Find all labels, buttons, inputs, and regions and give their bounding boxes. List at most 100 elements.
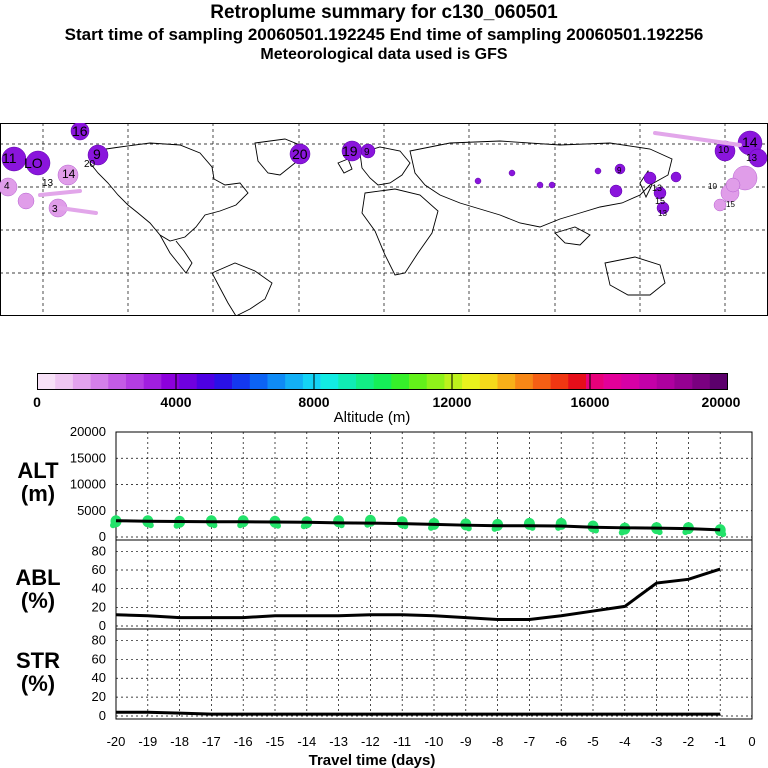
colorbar-cell: [709, 373, 728, 390]
y-tick-label: 20000: [70, 425, 106, 439]
plume-light-markers: [0, 164, 758, 218]
colorbar-cell: [232, 373, 251, 390]
x-tick-label: -10: [425, 734, 444, 749]
y-tick-label: 40: [92, 670, 106, 685]
altitude-marker-small: [618, 529, 625, 536]
x-tick-label: -16: [234, 734, 253, 749]
colorbar-cell: [603, 373, 622, 390]
altitude-marker-small: [147, 522, 154, 529]
altitude-marker-small: [300, 523, 307, 530]
svg-text:10: 10: [718, 145, 730, 156]
svg-text:9: 9: [364, 147, 370, 158]
plume-markers: [1, 123, 768, 215]
colorbar-ticks: [175, 373, 591, 390]
colorbar-cell: [108, 373, 127, 390]
colorbar-cell: [90, 373, 109, 390]
x-tick-label: -4: [619, 734, 631, 749]
colorbar-cell: [444, 373, 463, 390]
y-tick-label: 5000: [77, 503, 106, 518]
svg-text:LO: LO: [24, 155, 43, 171]
altitude-marker-small: [720, 531, 727, 538]
y-tick-label: 0: [99, 708, 106, 723]
colorbar-cell: [497, 373, 516, 390]
colorbar-cell: [267, 373, 286, 390]
plume-labels: 16 11 LO 9 20 14 13 3 4 20 19 9 9 15 14 …: [2, 123, 758, 218]
colorbar-cell: [302, 373, 321, 390]
alt-panel-unit: (m): [21, 481, 55, 506]
svg-text:13: 13: [658, 209, 667, 218]
svg-text:11: 11: [2, 150, 17, 166]
altitude-marker-small: [465, 525, 472, 532]
y-tick-label: 80: [92, 632, 106, 647]
colorbar-cell: [621, 373, 640, 390]
svg-text:20: 20: [292, 146, 308, 162]
series-line: [116, 710, 721, 716]
colorbar-tick-16000: 16000: [571, 394, 610, 410]
colorbar-cell: [479, 373, 498, 390]
y-tick-label: 60: [92, 562, 106, 577]
colorbar-cell: [214, 373, 233, 390]
svg-text:4: 4: [4, 181, 10, 192]
x-tick-label: -15: [266, 734, 285, 749]
colorbar-cell: [674, 373, 693, 390]
x-tick-label: -1: [714, 734, 726, 749]
abl-panel-label: ABL: [15, 565, 60, 590]
colorbar-cell: [143, 373, 162, 390]
colorbar-cell: [285, 373, 304, 390]
colorbar-cell: [692, 373, 711, 390]
plume-trails: [38, 131, 742, 215]
x-tick-label: -5: [587, 734, 599, 749]
svg-text:9: 9: [93, 146, 101, 162]
altitude-marker-small: [237, 522, 244, 529]
x-tick-label: -18: [170, 734, 189, 749]
x-tick-label: -9: [460, 734, 472, 749]
altitude-marker-small: [491, 525, 498, 532]
svg-text:14: 14: [62, 167, 76, 181]
altitude-marker-small: [656, 529, 663, 536]
x-tick-label: -19: [138, 734, 157, 749]
x-axis-title: Travel time (days): [309, 752, 436, 768]
altitude-marker-small: [593, 527, 599, 534]
colorbar-cell: [320, 373, 339, 390]
str-panel: 0 20 40 60 80: [92, 628, 753, 723]
colorbar-cell: [515, 373, 534, 390]
x-tick-label: -14: [297, 734, 316, 749]
abl-panel: 0 20 40 60 80: [92, 539, 753, 633]
x-tick-label: -6: [555, 734, 567, 749]
alt-panel-label: ALT: [17, 458, 59, 483]
altitude-colorbar: 0 4000 8000 12000 16000 20000 Altitude (…: [33, 373, 741, 426]
colorbar-cell: [532, 373, 551, 390]
colorbar-tick-20000: 20000: [702, 394, 741, 410]
x-tick-label: -3: [651, 734, 663, 749]
colorbar-cell: [338, 373, 357, 390]
x-axis: -20 -19 -18 -17 -16 -15 -14 -13 -12 -11 -10 -9 -8 -7-…: [107, 734, 756, 749]
y-tick-label: 40: [92, 581, 106, 596]
colorbar-cell: [196, 373, 215, 390]
colorbar-cell: [55, 373, 74, 390]
colorbar-cell: [409, 373, 428, 390]
x-tick-label: 0: [748, 734, 755, 749]
mean-altitude-line: [115, 519, 721, 532]
svg-text:20: 20: [84, 159, 96, 170]
svg-text:15: 15: [726, 200, 735, 209]
x-tick-label: -17: [202, 734, 221, 749]
colorbar-cell: [161, 373, 180, 390]
x-tick-label: -20: [107, 734, 126, 749]
svg-text:14: 14: [742, 134, 758, 150]
y-tick-label: 10000: [70, 477, 106, 492]
x-tick-label: -8: [492, 734, 504, 749]
y-tick-label: 15000: [70, 450, 106, 465]
colorbar-tick-8000: 8000: [298, 394, 329, 410]
str-panel-label: STR: [16, 648, 60, 673]
colorbar-tick-4000: 4000: [160, 394, 191, 410]
colorbar-cell: [37, 373, 56, 390]
sampling-time-subtitle: Start time of sampling 20060501.192245 E…: [64, 25, 704, 44]
svg-text:19: 19: [342, 143, 358, 159]
colorbar-cell: [125, 373, 144, 390]
svg-text:9: 9: [617, 166, 622, 175]
y-tick-label: 0: [99, 529, 106, 544]
time-series-panels: 0 5000 10000 15000 20000 0 20 40 60 80 0 20 40 60 80…: [15, 425, 756, 768]
y-tick-label: 20: [92, 689, 106, 704]
chart-title: Retroplume summary for c130_060501: [210, 2, 558, 23]
svg-text:10: 10: [708, 182, 717, 191]
